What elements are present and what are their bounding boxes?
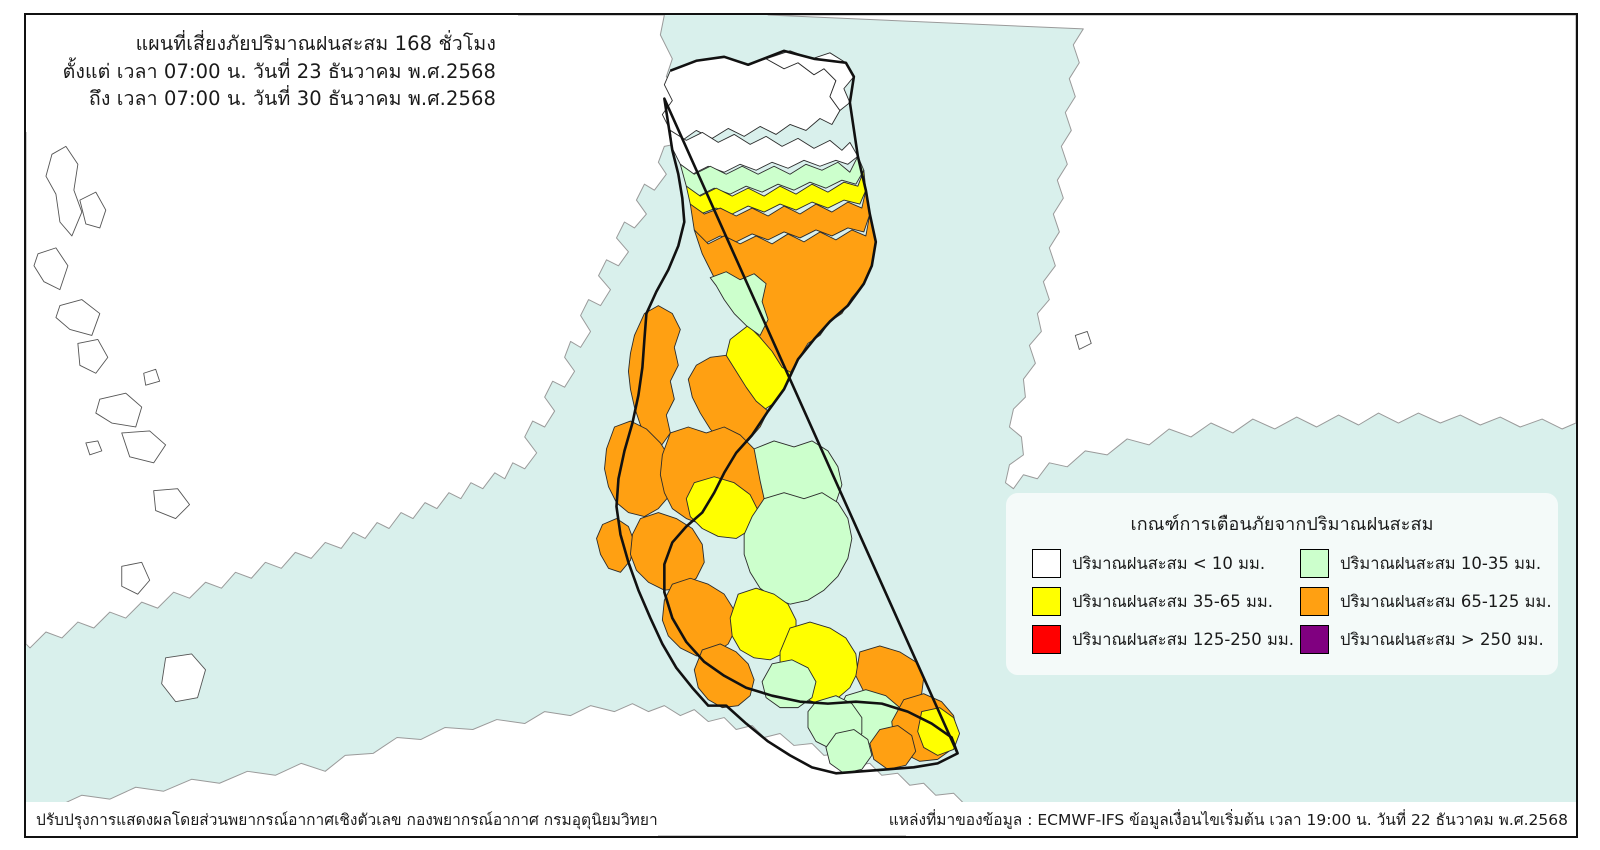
province-southeast-green-3 <box>825 729 873 774</box>
thailand-national-border <box>663 49 959 754</box>
island-mergui-8 <box>153 488 191 519</box>
province-chumphon-south <box>709 271 769 336</box>
legend-swatch-35-65 <box>1032 587 1061 616</box>
island-small-1 <box>85 440 103 456</box>
island-small-2 <box>143 368 161 386</box>
footer-left-text: ปรับปรุงการแสดงผลโดยส่วนพยากรณ์อากาศเชิง… <box>36 810 658 829</box>
legend-label-10-35: ปริมาณฝนสะสม 10-35 มม. <box>1340 553 1542 573</box>
thailand-west-coast-border <box>615 97 959 775</box>
province-samut-songkhram <box>765 50 855 111</box>
island-mergui-7 <box>121 430 167 464</box>
footer-left: ปรับปรุงการแสดงผลโดยส่วนพยากรณ์อากาศเชิง… <box>26 802 658 836</box>
legend-panel: เกณฑ์การเตือนภัยจากปริมาณฝนสะสม ปริมาณฝน… <box>1006 493 1558 675</box>
legend-item-gt-250: ปริมาณฝนสะสม > 250 มม. <box>1300 625 1552 654</box>
legend-swatch-125-250 <box>1032 625 1061 654</box>
province-southeast-yellow-1 <box>917 707 961 756</box>
legend-swatch-gt-250 <box>1300 625 1330 654</box>
legend-label-35-65: ปริมาณฝนสะสม 35-65 มม. <box>1072 591 1274 611</box>
myanmar-landmass <box>26 15 683 649</box>
map-frame: แผนที่เสี่ยงภัยปริมาณฝนสะสม 168 ชั่วโมง … <box>24 13 1578 838</box>
province-nakhon-si-thammarat <box>743 492 853 605</box>
island-mergui-3 <box>33 247 69 291</box>
legend-label-65-125: ปริมาณฝนสะสม 65-125 มม. <box>1340 591 1552 611</box>
indochina-landmass <box>767 15 1576 490</box>
legend-label-125-250: ปริมาณฝนสะสม 125-250 มม. <box>1072 629 1295 649</box>
title-line-1: แผนที่เสี่ยงภัยปริมาณฝนสะสม 168 ชั่วโมง <box>135 31 496 55</box>
island-mergui-1 <box>45 145 83 237</box>
legend-swatch-10-35 <box>1300 549 1330 578</box>
province-phuket <box>596 518 635 573</box>
legend-title: เกณฑ์การเตือนภัยจากปริมาณฝนสะสม <box>1130 514 1434 535</box>
province-phang-nga <box>604 420 677 518</box>
thailand-rainfall-choropleth <box>26 15 1576 836</box>
island-mergui-4 <box>55 299 101 336</box>
title-line-3: ถึง เวลา 07:00 น. วันที่ 30 ธันวาคม พ.ศ.… <box>88 87 496 111</box>
footer-right-text: แหล่งที่มาของข้อมูล : ECMWF-IFS ข้อมูลเง… <box>888 810 1568 829</box>
legend-swatch-65-125 <box>1300 587 1330 616</box>
legend-label-gt-250: ปริมาณฝนสะสม > 250 มม. <box>1340 629 1544 649</box>
legend-label-lt-10: ปริมาณฝนสะสม < 10 มม. <box>1072 553 1266 573</box>
legend-item-65-125: ปริมาณฝนสะสม 65-125 มม. <box>1300 587 1552 616</box>
footer-right: แหล่งที่มาของข้อมูล : ECMWF-IFS ข้อมูลเง… <box>889 802 1576 836</box>
legend-item-125-250: ปริมาณฝนสะสม 125-250 มม. <box>1032 625 1294 654</box>
island-mergui-6 <box>95 392 143 428</box>
province-southeast-orange-1 <box>869 725 917 770</box>
legend-item-10-35: ปริมาณฝนสะสม 10-35 มม. <box>1300 549 1552 578</box>
thailand-provinces <box>596 50 961 774</box>
island-penang <box>121 561 151 595</box>
map-title-card: แผนที่เสี่ยงภัยปริมาณฝนสะสม 168 ชั่วโมง … <box>26 15 518 132</box>
legend-swatch-lt-10 <box>1032 549 1061 578</box>
island-gulf-east-1 <box>1074 331 1092 350</box>
island-langkawi <box>161 653 206 703</box>
title-line-2: ตั้งแต่ เวลา 07:00 น. วันที่ 23 ธันวาคม … <box>62 59 496 83</box>
legend-grid: ปริมาณฝนสะสม < 10 มม. ปริมาณฝนสะสม 10-35… <box>1022 549 1552 654</box>
legend-item-35-65: ปริมาณฝนสะสม 35-65 มม. <box>1032 587 1294 616</box>
island-mergui-5 <box>77 338 109 374</box>
island-mergui-2 <box>79 191 107 229</box>
legend-item-lt-10: ปริมาณฝนสะสม < 10 มม. <box>1032 549 1294 578</box>
